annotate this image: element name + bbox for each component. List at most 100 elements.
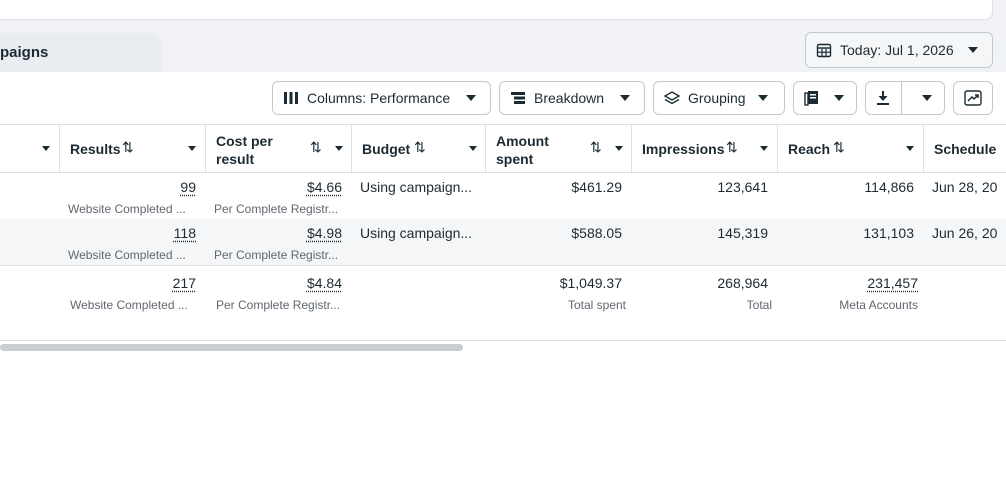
export-split-button	[865, 81, 945, 115]
reach-value: 114,866	[864, 179, 914, 195]
header-budget-label: Budget	[362, 141, 411, 157]
table-row[interactable]: 118 Website Completed ... $4.98 Per Comp…	[0, 219, 1006, 265]
horizontal-scrollbar[interactable]	[0, 344, 463, 351]
chevron-down-icon[interactable]	[335, 146, 343, 151]
header-spent-label: Amount spent	[496, 133, 549, 167]
chevron-down-icon	[620, 95, 631, 101]
header-amount-spent[interactable]: Amount spent ⇅	[486, 125, 632, 172]
calendar-icon	[816, 43, 832, 58]
chevron-down-icon[interactable]	[906, 146, 914, 151]
total-results-value[interactable]: 217	[172, 275, 196, 291]
total-reach-value[interactable]: 231,457	[867, 275, 918, 291]
export-options-button[interactable]	[910, 82, 944, 114]
breakdown-button[interactable]: Breakdown	[499, 81, 645, 115]
cost-cell[interactable]: $4.98 Per Complete Registr...	[206, 219, 352, 265]
cost-subtext: Per Complete Registr...	[214, 202, 339, 216]
total-impressions-value: 268,964	[717, 275, 768, 291]
chevron-down-icon	[757, 95, 768, 101]
total-impressions-subtext: Total	[746, 298, 772, 312]
header-budget[interactable]: Budget ⇅	[352, 125, 486, 172]
schedule-cell: Jun 28, 20	[924, 173, 1006, 219]
header-results-label: Results	[70, 141, 121, 157]
impressions-value: 145,319	[717, 225, 768, 241]
total-spent-value: $1,049.37	[559, 275, 622, 291]
spent-value: $588.05	[571, 225, 622, 241]
reach-value: 131,103	[863, 225, 914, 241]
download-button[interactable]	[866, 82, 902, 114]
sort-icon[interactable]: ⇅	[833, 139, 845, 155]
schedule-value: Jun 28, 20	[932, 179, 998, 195]
header-schedule-label: Schedule	[934, 141, 997, 157]
reports-button[interactable]	[793, 81, 857, 115]
budget-cell[interactable]: Using campaign...	[352, 219, 486, 265]
budget-value: Using campaign...	[360, 225, 473, 241]
total-cost-value[interactable]: $4.84	[306, 275, 342, 291]
impressions-value: 123,641	[717, 179, 768, 195]
reach-cell: 131,103	[778, 219, 924, 265]
columns-icon	[284, 92, 298, 104]
impressions-cell: 123,641	[632, 173, 778, 219]
chevron-down-icon[interactable]	[188, 146, 196, 151]
total-impressions-cell: 268,964 Total	[632, 269, 778, 315]
cost-value[interactable]: $4.66	[306, 179, 342, 195]
breakdown-icon	[511, 92, 525, 104]
header-reach[interactable]: Reach ⇅	[778, 125, 924, 172]
sort-icon[interactable]: ⇅	[726, 139, 738, 155]
total-reach-cell[interactable]: 231,457 Meta Accounts	[778, 269, 924, 315]
date-filter-button[interactable]: Today: Jul 1, 2026	[805, 32, 993, 68]
date-filter-label: Today: Jul 1, 2026	[840, 42, 954, 58]
results-value[interactable]: 99	[180, 179, 196, 195]
header-schedule[interactable]: Schedule	[924, 125, 1006, 172]
chevron-down-icon	[466, 95, 477, 101]
totals-row: 217 Website Completed ... $4.84 Per Comp…	[0, 265, 1006, 341]
spent-value: $461.29	[571, 179, 622, 195]
schedule-value: Jun 26, 20	[932, 225, 998, 241]
results-cell[interactable]: 99 Website Completed ...	[60, 173, 206, 219]
columns-button[interactable]: Columns: Performance	[272, 81, 491, 115]
header-impressions[interactable]: Impressions ⇅	[632, 125, 778, 172]
results-value[interactable]: 118	[173, 225, 196, 241]
impressions-cell: 145,319	[632, 219, 778, 265]
reports-icon	[804, 91, 818, 106]
cost-cell[interactable]: $4.66 Per Complete Registr...	[206, 173, 352, 219]
tab-label: paigns	[0, 44, 49, 61]
sort-icon[interactable]: ⇅	[590, 139, 602, 155]
header-reach-label: Reach	[788, 141, 831, 157]
trend-chart-icon	[964, 90, 982, 106]
header-name-column[interactable]	[0, 125, 60, 172]
chevron-down-icon	[834, 95, 844, 101]
chevron-down-icon[interactable]	[615, 146, 623, 151]
spent-cell: $588.05	[486, 219, 632, 265]
total-cost-cell[interactable]: $4.84 Per Complete Registr...	[206, 269, 352, 315]
charts-button[interactable]	[953, 81, 993, 115]
table-header: Results ⇅ Cost per result ⇅ Budget ⇅ Amo…	[0, 124, 1006, 173]
total-cost-subtext: Per Complete Registr...	[216, 298, 341, 312]
cost-subtext: Per Complete Registr...	[214, 248, 339, 262]
total-spent-subtext: Total spent	[567, 298, 626, 312]
total-spent-cell: $1,049.37 Total spent	[486, 269, 632, 315]
sort-icon[interactable]: ⇅	[122, 139, 134, 155]
budget-cell[interactable]: Using campaign...	[352, 173, 486, 219]
header-cost-per-result[interactable]: Cost per result ⇅	[206, 125, 352, 172]
total-results-subtext: Website Completed ...	[70, 298, 188, 312]
sort-icon[interactable]: ⇅	[414, 139, 426, 155]
results-subtext: Website Completed ...	[68, 202, 186, 216]
table-row[interactable]: 99 Website Completed ... $4.66 Per Compl…	[0, 173, 1006, 219]
tab-campaigns[interactable]: paigns	[0, 33, 161, 73]
chevron-down-icon	[921, 95, 932, 101]
budget-value: Using campaign...	[360, 179, 473, 195]
results-cell[interactable]: 118 Website Completed ...	[60, 219, 206, 265]
grouping-button[interactable]: Grouping	[653, 81, 785, 115]
results-subtext: Website Completed ...	[68, 248, 186, 262]
grouping-label: Grouping	[688, 90, 746, 106]
chevron-down-icon[interactable]	[469, 146, 477, 151]
columns-label: Columns: Performance	[307, 90, 451, 106]
cost-value[interactable]: $4.98	[306, 225, 342, 241]
chevron-down-icon[interactable]	[42, 146, 50, 151]
total-results-cell[interactable]: 217 Website Completed ...	[60, 269, 206, 315]
chevron-down-icon[interactable]	[760, 146, 768, 151]
sort-icon[interactable]: ⇅	[310, 139, 322, 155]
header-results[interactable]: Results ⇅	[60, 125, 206, 172]
chevron-down-icon	[967, 47, 978, 53]
total-reach-subtext: Meta Accounts	[839, 298, 918, 312]
